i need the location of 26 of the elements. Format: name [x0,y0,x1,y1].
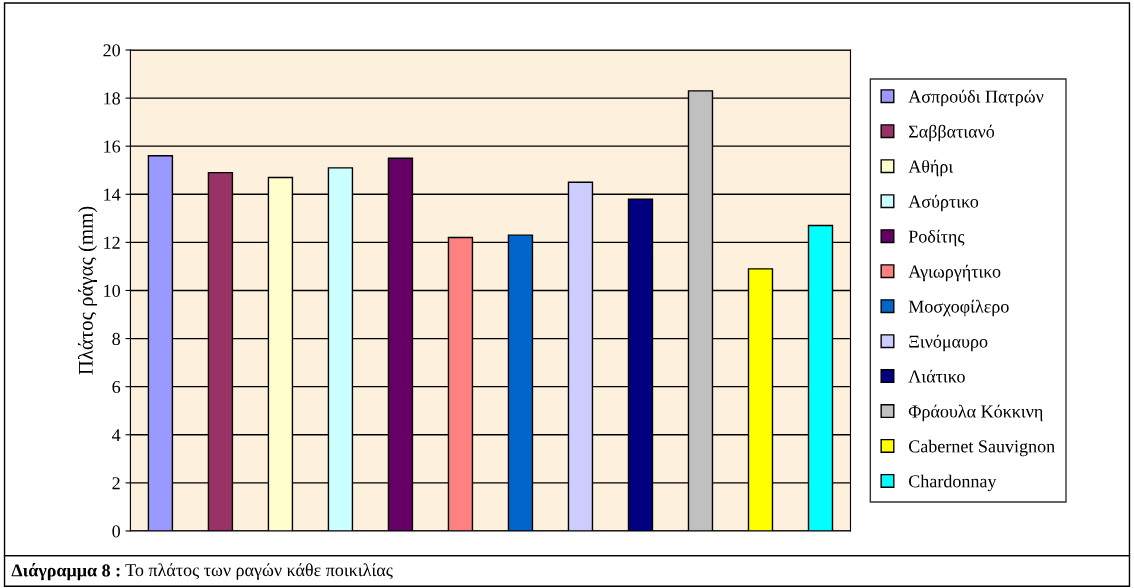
y-tick-label: 10 [104,284,120,297]
legend-label: Ξινόμαυρο [909,334,988,352]
y-tick-label: 8 [112,332,120,346]
legend-label: Cabernet Sauvignon [908,439,1055,457]
legend-label: Λιάτικο [908,369,965,383]
y-tick-label: 16 [104,140,121,153]
y-tick-label: 18 [104,92,120,105]
text: Το πλάτος των ραγών κάθε ποικιλίας [125,563,393,580]
legend-label: Σαββατιανό [908,124,995,142]
legend-label: Ασύρτικο [908,194,979,212]
y-tick-label: 4 [112,429,121,442]
y-tick-label: 2 [112,477,120,490]
y-tick-label: 0 [112,525,120,538]
y-tick-label: 6 [112,380,121,394]
legend-label: Ροδίτης [908,229,965,247]
y-tick-label: 20 [103,44,120,57]
legend-label: Μοσχοφίλερο [908,299,1009,317]
legend-label: Ασπρούδι Πατρών [908,89,1044,107]
y-tick-label: 12 [104,236,120,249]
legend-label: Chardonnay [908,474,997,492]
y-tick-label: 14 [104,188,121,201]
y-axis-title: Πλάτος ράγας (mm) [77,206,98,375]
legend-label: Αγιωργήτικο [908,264,1001,282]
legend-label: Αθήρι [908,159,954,177]
text: Διάγραμμα 8 : [11,562,120,581]
legend-label: Φράουλα Κόκκινη [908,404,1043,422]
